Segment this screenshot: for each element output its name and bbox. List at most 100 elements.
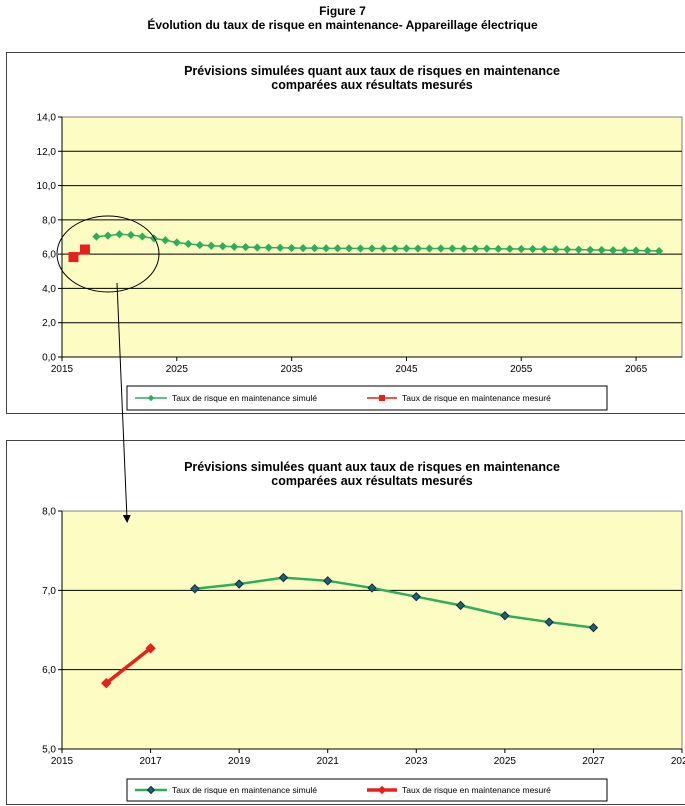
figure-caption: Évolution du taux de risque en maintenan… [147,18,538,32]
y-tick-label: 6,0 [42,665,56,676]
data-point-simulated [344,244,354,253]
data-point-simulated [597,245,606,255]
data-point-simulated [540,245,549,254]
y-tick-label: 2,0 [42,318,56,329]
x-tick-label: 2023 [405,756,428,767]
data-point-simulated [643,246,652,255]
x-tick-label: 2035 [281,364,304,375]
legend-label-measured: Taux de risque en maintenance mesuré [402,785,551,795]
y-tick-label: 4,0 [42,284,56,295]
data-point-simulated [402,244,411,253]
data-point-simulated [138,232,147,241]
data-point-measured [145,643,156,654]
data-point-simulated [588,622,599,633]
data-point-simulated [620,246,629,255]
data-point-simulated [276,243,285,252]
chart-title-line-2: comparées aux résultats mesurés [271,474,473,488]
chart-panel-zoom: Prévisions simulées quant aux taux de ri… [6,440,685,805]
x-tick-label: 2015 [51,364,74,375]
data-point-simulated [471,244,480,253]
data-point-simulated [500,611,510,621]
legend-marker-simulated [146,785,156,795]
data-point-simulated [195,240,204,250]
data-point-simulated [609,246,618,255]
legend-marker-simulated [147,394,155,402]
data-point-simulated [321,244,331,253]
x-tick-label: 2025 [166,364,189,375]
data-point-simulated [586,245,595,254]
chart-svg-1: Prévisions simulées quant aux taux de ri… [37,64,683,411]
data-point-measured [68,252,79,263]
zoom-arrow [116,282,131,523]
data-point-simulated [161,236,170,245]
x-tick-label: 2045 [395,364,418,375]
x-tick-label: 2019 [228,756,251,767]
legend-label-simulated: Taux de risque en maintenance simulé [172,393,317,403]
x-tick-label: 2015 [51,756,74,767]
data-point-simulated [234,579,244,589]
x-tick-label: 2065 [625,364,648,375]
series-line-measured [105,646,152,685]
chart-title-line-2: comparées aux résultats mesurés [271,78,473,92]
data-point-simulated [544,617,554,627]
data-point-simulated [455,600,466,611]
data-point-simulated [323,576,333,586]
x-tick-label: 2029 [671,756,685,767]
data-point-simulated [278,572,289,583]
data-point-simulated [207,241,216,250]
data-point-simulated [367,583,377,593]
legend-marker-measured [379,395,385,401]
data-point-simulated [218,242,227,251]
series-line-simulated [194,576,594,629]
data-point-simulated [574,245,583,254]
chart-title-line-1: Prévisions simulées quant aux taux de ri… [184,64,560,78]
data-point-simulated [299,244,308,253]
y-tick-label: 6,0 [42,250,56,261]
data-point-simulated [482,244,491,253]
chart-svg-2: Prévisions simulées quant aux taux de ri… [42,460,685,802]
data-point-simulated [379,244,388,253]
data-point-simulated [287,243,296,253]
chart-panel-overview: Prévisions simulées quant aux taux de ri… [6,52,685,414]
chart-title-line-1: Prévisions simulées quant aux taux de ri… [184,460,560,474]
data-point-simulated [367,244,377,253]
data-point-simulated [103,231,113,240]
data-point-simulated [264,243,273,252]
x-tick-label: 2021 [317,756,340,767]
x-tick-label: 2017 [139,756,162,767]
data-point-measured [79,244,90,255]
legend-label-measured: Taux de risque en maintenance mesuré [402,393,551,403]
y-tick-label: 8,0 [42,507,56,518]
y-tick-label: 5,0 [42,745,56,756]
data-point-simulated [436,244,445,253]
legend-marker-measured [377,785,387,795]
data-point-measured [101,677,112,689]
data-point-simulated [190,584,200,594]
figure-header: Figure 7 Évolution du taux de risque en … [0,4,685,32]
y-tick-label: 10,0 [37,181,57,192]
data-point-simulated [654,246,664,256]
data-point-simulated [253,243,262,252]
figure-number: Figure 7 [319,4,366,18]
x-tick-label: 2025 [494,756,517,767]
legend-label-simulated: Taux de risque en maintenance simulé [172,785,317,795]
data-point-simulated [631,246,641,255]
y-tick-label: 8,0 [42,215,56,226]
data-point-simulated [494,244,503,253]
plot-area [61,510,683,750]
data-point-simulated [333,244,342,253]
x-tick-label: 2027 [582,756,605,767]
data-point-simulated [413,244,423,253]
data-point-simulated [390,244,400,253]
data-point-simulated [115,230,124,239]
data-point-simulated [411,591,421,602]
data-point-simulated [184,239,193,248]
data-point-simulated [448,244,457,253]
data-point-simulated [310,244,319,253]
data-point-simulated [505,244,514,253]
data-point-simulated [241,243,250,252]
data-point-simulated [528,244,537,254]
y-tick-label: 7,0 [42,586,56,597]
data-point-simulated [126,230,135,240]
